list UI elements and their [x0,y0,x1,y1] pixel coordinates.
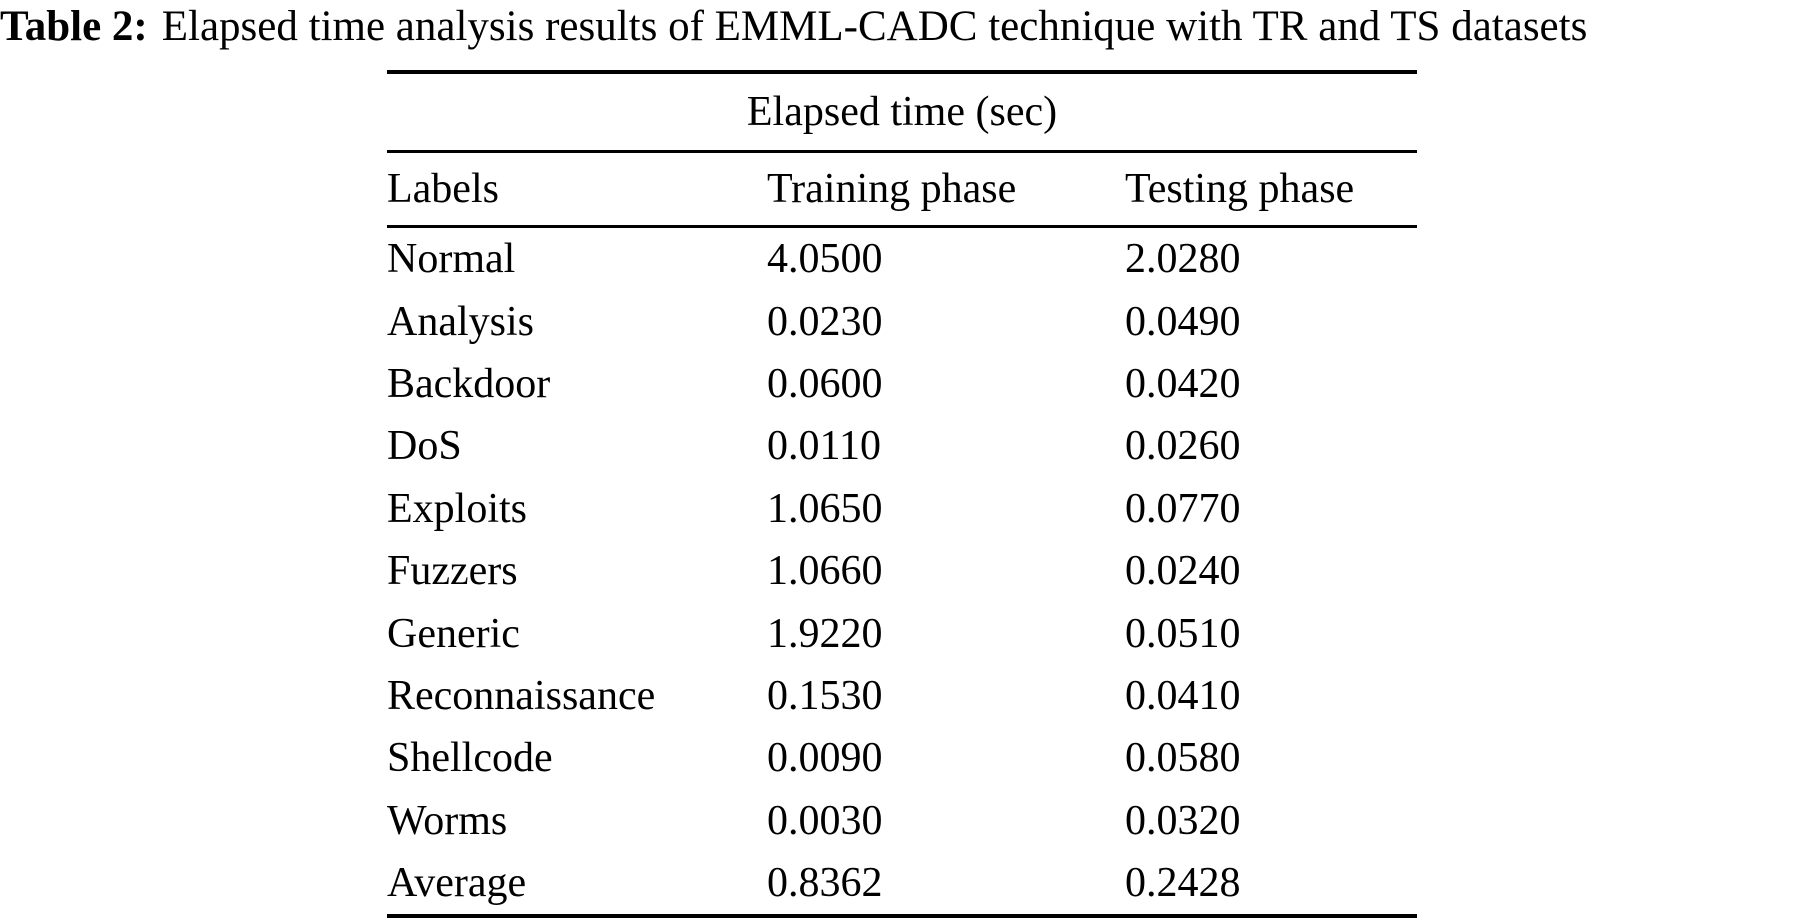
training-value-cell: 0.0600 [767,360,883,407]
table-row-analysis: Analysis 0.0230 0.0490 [387,290,1417,352]
table-bottom-rule [387,914,1417,919]
row-label-cell: Shellcode [387,735,553,782]
table-row-dos: DoS 0.0110 0.0260 [387,415,1417,477]
table-row-generic: Generic 1.9220 0.0510 [387,602,1417,664]
table-caption-text: Elapsed time analysis results of EMML-CA… [161,3,1588,50]
testing-value-cell: 0.0580 [1125,735,1241,782]
row-label-cell: Generic [387,610,520,657]
row-label-cell: Backdoor [387,360,551,407]
testing-value-cell: 0.0260 [1125,423,1241,470]
table-row-normal: Normal 4.0500 2.0280 [387,228,1417,290]
row-label-cell: Average [387,860,527,907]
training-value-cell: 1.9220 [767,610,883,657]
table-column-header-row: Labels Training phase Testing phase [387,153,1417,225]
training-value-cell: 0.0110 [767,423,881,470]
training-value-cell: 1.0660 [767,548,883,595]
table-caption: Table 2: Elapsed time analysis results of… [0,2,1804,51]
training-value-cell: 0.0090 [767,735,883,782]
table-row-shellcode: Shellcode 0.0090 0.0580 [387,727,1417,789]
testing-value-cell: 0.0240 [1125,548,1241,595]
row-label-cell: Normal [387,236,516,283]
testing-value-cell: 0.0320 [1125,797,1241,844]
table-row-reconnaissance: Reconnaissance 0.1530 0.0410 [387,665,1417,727]
column-header-labels: Labels [387,166,499,212]
testing-value-cell: 0.0490 [1125,298,1241,345]
training-value-cell: 0.0030 [767,797,883,844]
row-label-cell: Worms [387,797,508,844]
row-label-cell: Reconnaissance [387,672,656,719]
row-label-cell: Exploits [387,485,528,532]
elapsed-time-table: Elapsed time (sec) Labels Training phase… [387,70,1417,919]
training-value-cell: 4.0500 [767,236,883,283]
table-group-header-rule [387,150,1417,153]
table-row-fuzzers: Fuzzers 1.0660 0.0240 [387,540,1417,602]
testing-value-cell: 0.0510 [1125,610,1241,657]
table-top-rule [387,70,1417,74]
table-header-rule [387,225,1417,228]
training-value-cell: 1.0650 [767,485,883,532]
training-value-cell: 0.8362 [767,860,883,907]
table-caption-number: Table 2: [0,3,148,50]
table-row-worms: Worms 0.0030 0.0320 [387,790,1417,852]
row-label-cell: Fuzzers [387,548,518,595]
column-header-testing-phase: Testing phase [1125,166,1355,212]
table-row-average: Average 0.8362 0.2428 [387,852,1417,914]
table-row-backdoor: Backdoor 0.0600 0.0420 [387,353,1417,415]
row-label-cell: DoS [387,423,462,470]
testing-value-cell: 0.2428 [1125,860,1241,907]
testing-value-cell: 2.0280 [1125,236,1241,283]
table-row-exploits: Exploits 1.0650 0.0770 [387,478,1417,540]
column-header-training-phase: Training phase [767,166,1017,212]
testing-value-cell: 0.0770 [1125,485,1241,532]
training-value-cell: 0.0230 [767,298,883,345]
group-header-label: Elapsed time (sec) [746,89,1058,135]
testing-value-cell: 0.0420 [1125,360,1241,407]
training-value-cell: 0.1530 [767,672,883,719]
testing-value-cell: 0.0410 [1125,672,1241,719]
table-group-header-row: Elapsed time (sec) [387,74,1417,150]
row-label-cell: Analysis [387,298,534,345]
